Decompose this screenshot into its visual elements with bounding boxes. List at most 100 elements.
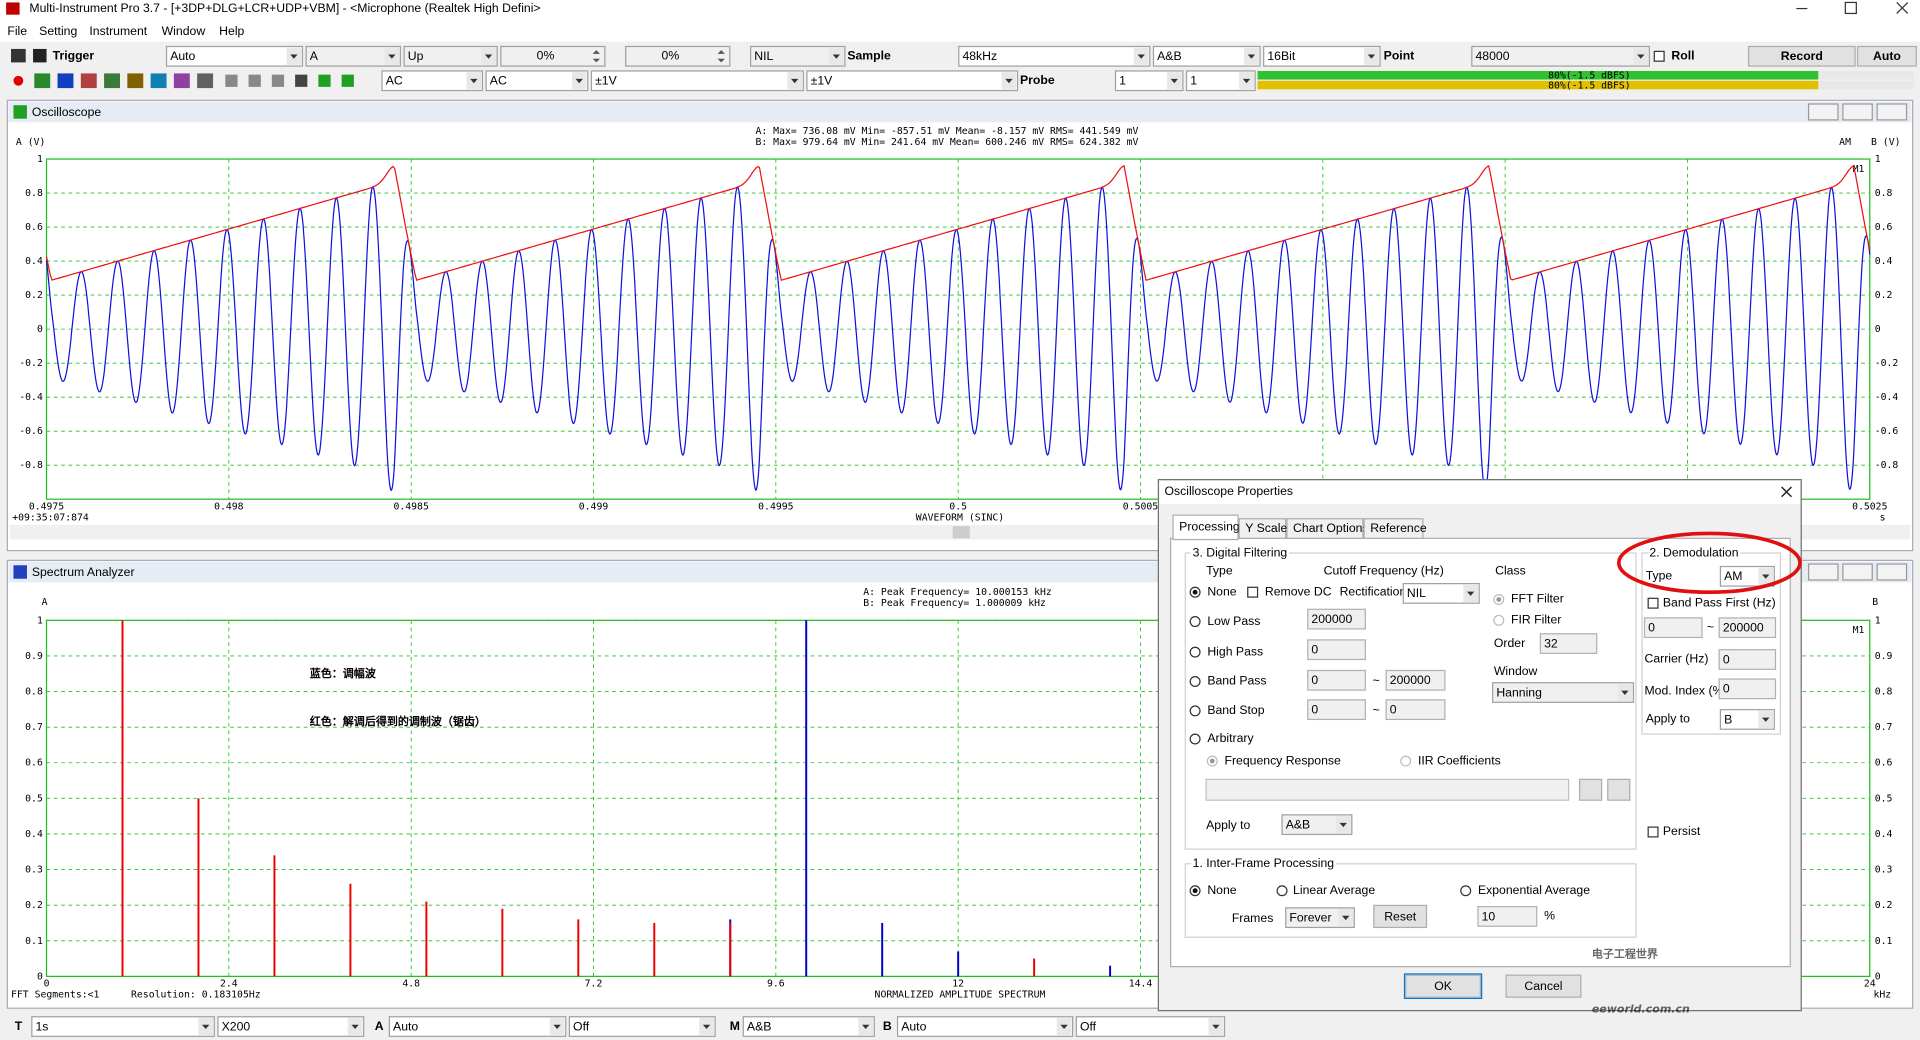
input-box[interactable] [1385,699,1446,721]
toolbar-icon[interactable] [57,73,74,89]
checkbox[interactable] [1653,50,1665,62]
radio[interactable] [1189,616,1201,628]
open-button[interactable] [1578,778,1603,801]
button[interactable] [1876,563,1908,581]
menu-item: File [7,24,27,38]
combo-box[interactable] [1402,583,1480,604]
toolbar-icon[interactable] [341,74,354,87]
input-box[interactable] [1477,906,1538,927]
toolbar-button[interactable] [1856,45,1917,67]
dialog-close[interactable] [1781,486,1792,498]
button[interactable] [1842,563,1873,581]
input-box[interactable] [1718,678,1777,700]
toolbar-combo-box[interactable] [806,70,1019,92]
checkbox[interactable] [1647,826,1659,838]
label: Frames [1232,911,1273,925]
toolbar-combo-box[interactable] [1263,45,1381,67]
toolbar-icon[interactable] [271,74,285,87]
toolbar-combo-box[interactable] [1152,45,1261,67]
tab[interactable] [1286,518,1364,539]
close[interactable] [1896,2,1909,14]
toolbar-combo-box[interactable] [1471,45,1650,67]
input: 0 [1723,682,1730,696]
toolbar-combo-box[interactable] [403,45,498,67]
combo-box[interactable] [1492,682,1635,703]
checkbox[interactable] [1647,597,1659,609]
input-box[interactable] [1307,669,1366,691]
radio[interactable] [1189,733,1201,745]
toolbar-combo-box[interactable] [1114,70,1184,92]
toolbar-combo-box[interactable] [958,45,1151,67]
osc-title-bar [8,101,1912,123]
radio[interactable] [1189,646,1201,658]
maximize[interactable] [1844,1,1857,15]
reset-button[interactable] [1373,904,1428,929]
cancel-button[interactable] [1505,974,1582,998]
tab[interactable] [1238,518,1287,539]
radio[interactable] [1400,755,1412,767]
input-box[interactable] [1385,669,1446,691]
input-box[interactable] [1539,633,1598,654]
input-box[interactable] [1307,608,1366,630]
toolbar-icon[interactable] [173,73,190,89]
legend-b: B [1872,597,1878,608]
toolbar-icon[interactable] [80,73,97,89]
combo-box[interactable] [1285,907,1355,929]
button[interactable] [1807,103,1839,121]
ok-button[interactable] [1405,974,1482,998]
tab[interactable] [1363,518,1424,539]
dropdown-arrow [1367,54,1376,59]
input-box[interactable] [1307,699,1366,721]
status-combo-box[interactable] [568,1016,716,1037]
toolbar-combo-box[interactable] [1185,70,1256,92]
toolbar-icon[interactable] [150,73,167,89]
input-box[interactable] [1643,617,1703,639]
radio[interactable] [1493,614,1505,626]
toolbar-icon[interactable] [248,74,261,87]
dropdown-arrow [862,1024,870,1029]
input-box[interactable] [1718,649,1777,670]
scroll-thumb[interactable] [952,526,970,539]
plot-border [45,158,1871,500]
radio[interactable] [1189,676,1201,688]
status-combo-box[interactable] [217,1016,365,1037]
toolbar-combo-box[interactable] [165,45,304,67]
input-box[interactable] [1307,639,1366,661]
dropdown-arrow [1212,1024,1220,1029]
button[interactable] [1807,563,1839,581]
y-tick-label: 0.5 [25,793,43,804]
status-combo-box[interactable] [742,1016,875,1037]
status-combo-box[interactable] [1075,1016,1226,1037]
marker-label: M1 [1853,164,1865,175]
x-tick-label: 9.6 [767,979,785,990]
tab[interactable] [1172,514,1239,541]
radio[interactable] [1189,705,1201,717]
toolbar-combo-box[interactable] [381,70,484,92]
toolbar-button[interactable] [1747,45,1856,67]
button[interactable] [1876,103,1908,121]
table-button[interactable] [1607,778,1631,801]
status-combo-box[interactable] [31,1016,215,1037]
status-combo-box[interactable] [896,1016,1074,1037]
toolbar-icon[interactable] [127,73,144,89]
toolbar-icon[interactable] [34,73,51,89]
combo-box[interactable] [1281,814,1353,836]
toolbar-icon[interactable] [225,74,238,87]
spin-box[interactable] [500,45,606,67]
toolbar-combo-box[interactable] [485,70,589,92]
spin-box[interactable] [625,45,731,67]
status-combo-box[interactable] [388,1016,567,1037]
radio[interactable] [1276,885,1288,897]
checkbox[interactable] [1247,586,1259,598]
toolbar-icon[interactable] [295,74,308,87]
status-label: B [883,1019,892,1033]
input-box[interactable] [1718,617,1777,639]
toolbar-combo-box[interactable] [305,45,402,67]
button[interactable] [1842,103,1873,121]
toolbar-combo-box[interactable] [750,45,846,67]
toolbar-icon[interactable] [104,73,120,89]
radio[interactable] [1460,885,1472,897]
toolbar-icon[interactable] [318,74,331,87]
toolbar-icon[interactable] [197,73,214,89]
toolbar-combo-box[interactable] [590,70,804,92]
